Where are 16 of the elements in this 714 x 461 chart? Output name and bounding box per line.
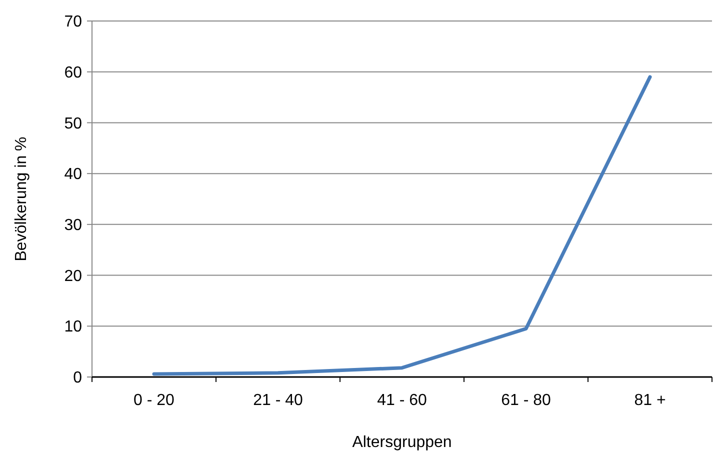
- y-axis-title: Bevölkerung in %: [13, 136, 30, 262]
- x-tick-label: 41 - 60: [377, 392, 428, 409]
- y-tick-label: 20: [64, 268, 82, 285]
- y-tick-label: 10: [64, 318, 82, 336]
- y-tick-label: 0: [73, 370, 82, 387]
- y-tick-label: 30: [64, 217, 82, 234]
- x-tick-label: 61 - 80: [501, 392, 552, 409]
- x-axis-title: Altersgruppen: [352, 434, 452, 451]
- line-series: [152, 75, 652, 376]
- y-tick-label: 60: [64, 64, 82, 82]
- x-tick-label: 0 - 20: [134, 392, 175, 409]
- x-tick-label: 21 - 40: [253, 392, 304, 409]
- y-tick-label: 40: [64, 166, 82, 184]
- x-tick-label: 81 +: [634, 392, 666, 409]
- y-tick-label: 70: [64, 14, 82, 31]
- y-tick-label: 50: [64, 115, 82, 132]
